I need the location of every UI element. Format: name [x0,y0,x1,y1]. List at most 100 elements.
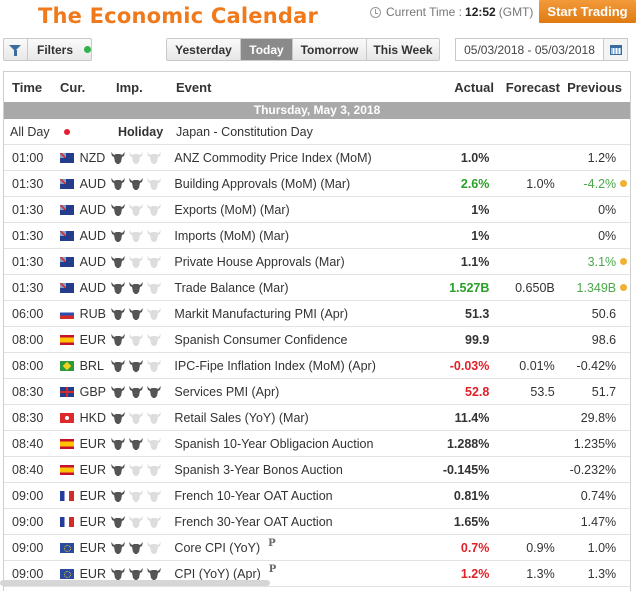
table-row[interactable]: 01:30 AUD Trade Balance (Mar) 1.527B 0.650B 1… [4,275,630,301]
event-name-link[interactable]: ANZ Commodity Price Index (MoM) [174,150,372,165]
event-name-link[interactable]: Building Approvals (MoM) (Mar) [174,176,351,191]
event-name-link[interactable]: Exports (MoM) (Mar) [174,202,290,217]
previous-value: 0% [598,202,617,217]
event-name-link[interactable]: CPI (YoY) (Apr) [174,566,261,581]
col-actual: Actual [454,79,494,95]
bull-active-icon [111,255,126,268]
table-row[interactable]: 08:30 HKD Retail Sales (YoY) (Mar) 11.4% 29.… [4,405,630,431]
table-row[interactable]: 01:30 AUD Private House Approvals (Mar) 1.1… [4,249,630,275]
event-name-link[interactable]: Markit Manufacturing PMI (Apr) [174,306,349,321]
table-row[interactable]: 09:00 EUR Core CPI (YoY) P 0.7% 0.9% 1.0% [4,535,630,561]
previous-value: 0% [598,228,617,243]
table-row[interactable]: 08:00 EUR Spanish Consumer Confidence 99.9 9… [4,327,630,353]
event-name-link[interactable]: Trade Balance (Mar) [174,280,289,295]
previous-value: 50.6 [591,306,617,321]
france-flag-icon [59,516,74,527]
tab-yesterday[interactable]: Yesterday [167,39,241,60]
event-name-link[interactable]: French 10-Year OAT Auction [174,488,333,503]
table-row[interactable]: 01:00 NZD ANZ Commodity Price Index (MoM) 1… [4,145,630,171]
event-time: 01:30 [12,176,44,191]
event-currency: RUB [54,307,111,321]
horizontal-scrollbar[interactable] [0,580,270,586]
event-currency: AUD [54,281,111,295]
bull-inactive-icon [147,255,162,268]
actual-value: 1.1% [460,254,490,269]
forecast-value: 0.01% [519,358,555,373]
event-name-link[interactable]: Spanish Consumer Confidence [174,332,348,347]
date-tabs: Yesterday Today Tomorrow This Week [166,38,440,61]
table-row[interactable]: 08:00 BRL IPC-Fipe Inflation Index (MoM) (… [4,353,630,379]
actual-value: 51.3 [465,306,490,321]
bull-inactive-icon [129,515,144,528]
event-name-link[interactable]: French 30-Year OAT Auction [174,514,333,529]
col-previous: Previous [567,79,622,95]
tab-this-week[interactable]: This Week [367,39,439,60]
event-name-link[interactable]: Private House Approvals (Mar) [174,254,345,269]
filters-button[interactable]: Filters [3,38,92,61]
event-name-link[interactable]: IPC-Fipe Inflation Index (MoM) (Apr) [174,358,376,373]
previous-value: -0.42% [576,358,617,373]
start-trading-button[interactable]: Start Trading [539,0,636,23]
event-name-link[interactable]: Imports (MoM) (Mar) [174,228,289,243]
bull-active-icon [147,567,162,580]
table-row[interactable]: 06:00 RUB Markit Manufacturing PMI (Apr) 51… [4,301,630,327]
event-currency: EUR [54,489,111,503]
bull-inactive-icon [147,333,162,346]
table-row[interactable]: 01:30 AUD Exports (MoM) (Mar) 1% 0% [4,197,630,223]
currency-code: EUR [79,462,106,477]
event-name-link[interactable]: Spanish 3-Year Bonos Auction [174,462,343,477]
holiday-row[interactable]: All Day Holiday Japan - Constitution Day [4,119,630,145]
actual-value: -0.145% [442,462,490,477]
table-row[interactable]: 08:40 EUR Spanish 3-Year Bonos Auction -0.1… [4,457,630,483]
date-range-input[interactable]: 05/03/2018 - 05/03/2018 [464,42,595,57]
table-row[interactable]: 09:00 EUR French 10-Year OAT Auction 0.81% 0… [4,483,630,509]
event-name-link[interactable]: Spanish 10-Year Obligacion Auction [174,436,374,451]
table-row[interactable]: 08:30 GBP Services PMI (Apr) 52.8 53.5 51.7 [4,379,630,405]
calendar-button[interactable] [603,39,627,60]
date-range-picker[interactable]: 05/03/2018 - 05/03/2018 [455,38,628,61]
bull-inactive-icon [147,229,162,242]
previous-value: 1.235% [573,436,617,451]
col-time: Time [12,79,43,95]
currency-code: EUR [79,488,106,503]
tab-tomorrow[interactable]: Tomorrow [293,39,367,60]
currency-code: AUD [79,228,106,243]
current-time[interactable]: Current Time : 12:52 (GMT) ⌄ [370,5,547,19]
forecast-value: 0.9% [526,540,555,555]
table-row[interactable]: 08:40 EUR Spanish 10-Year Obligacion Aucti… [4,431,630,457]
preliminary-marker-icon: P [268,538,276,549]
event-currency: GBP [54,385,111,399]
currency-code: AUD [79,176,106,191]
col-event: Event [176,79,212,95]
tab-today[interactable]: Today [241,39,293,60]
bull-active-icon [111,437,126,450]
event-name-link[interactable]: Core CPI (YoY) [174,540,261,555]
currency-code: RUB [79,306,106,321]
event-name-link[interactable]: Services PMI (Apr) [174,384,280,399]
bull-active-icon [111,203,126,216]
calendar-icon [609,44,622,55]
bull-inactive-icon [129,489,144,502]
actual-value: 1.288% [446,436,490,451]
bull-active-icon [111,307,126,320]
table-row[interactable]: 01:30 AUD Imports (MoM) (Mar) 1% 0% [4,223,630,249]
bull-active-icon [129,437,144,450]
currency-code: AUD [79,202,106,217]
spain-flag-icon [59,438,74,449]
funnel-icon [4,39,28,60]
table-row[interactable]: 01:30 AUD Building Approvals (MoM) (Mar) 2.… [4,171,630,197]
forecast-value: 1.3% [526,566,555,581]
holiday-time: All Day [10,124,50,139]
spain-flag-icon [59,464,74,475]
bull-active-icon [129,359,144,372]
actual-value: 1% [471,202,490,217]
event-time: 08:30 [12,410,44,425]
actual-value: 52.8 [465,384,490,399]
event-name-link[interactable]: Retail Sales (YoY) (Mar) [174,410,309,425]
table-row[interactable]: 09:00 EUR French 30-Year OAT Auction 1.65% 1… [4,509,630,535]
col-currency: Cur. [60,79,86,95]
forecast-value: 0.650B [515,280,555,295]
actual-value: 0.81% [453,488,490,503]
event-currency: AUD [54,229,111,243]
previous-value: 3.1% [587,254,617,269]
